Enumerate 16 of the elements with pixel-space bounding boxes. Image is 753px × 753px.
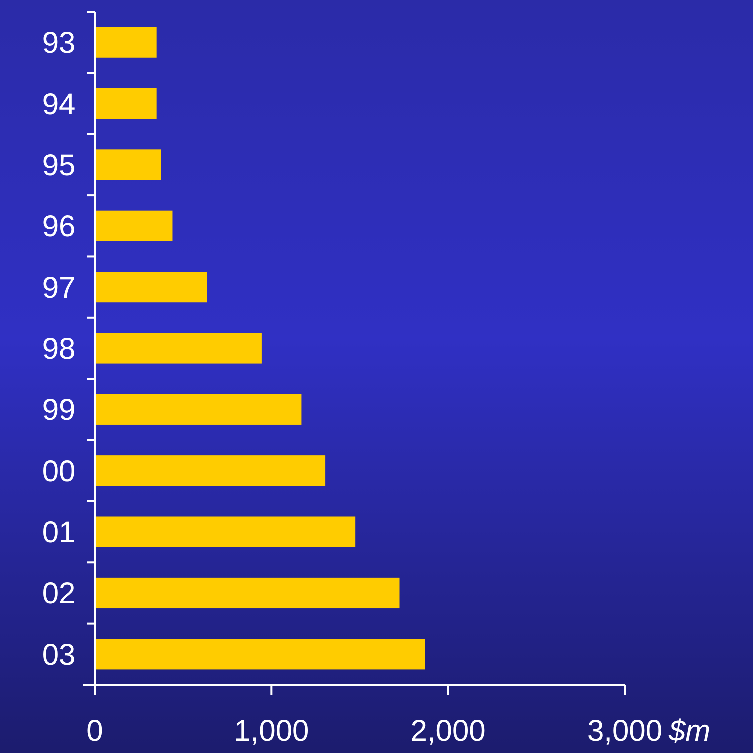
y-tick-label: 94: [42, 88, 76, 122]
y-tick-label: 02: [42, 578, 76, 611]
y-tick-label: 97: [42, 272, 76, 305]
x-axis-title: $m: [668, 715, 711, 748]
y-tick-label: 96: [42, 210, 76, 244]
y-tick-label: 99: [42, 394, 76, 428]
y-tick-label: 98: [42, 333, 76, 366]
x-tick-label: 2,000: [410, 715, 486, 748]
y-tick-label: 93: [42, 27, 76, 60]
y-tick-label: 03: [42, 638, 76, 672]
x-tick-label: 0: [86, 715, 104, 748]
y-tick-label: 00: [42, 455, 76, 488]
y-tick-label: 01: [42, 516, 76, 550]
x-tick-label: 1,000: [234, 715, 310, 748]
y-tick-label: 95: [42, 149, 76, 182]
x-tick-label: 3,000: [587, 715, 663, 748]
